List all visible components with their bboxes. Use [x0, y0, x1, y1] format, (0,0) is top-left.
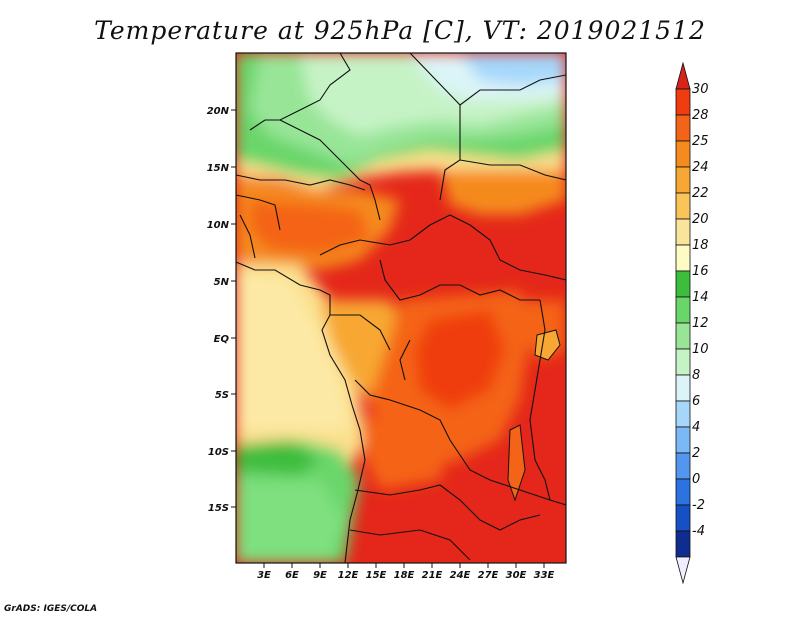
plot-frame — [235, 52, 567, 564]
colorbar-segment — [675, 452, 691, 480]
colorbar-label: 30 — [692, 82, 709, 97]
colorbar-label: 2 — [692, 446, 700, 461]
colorbar-label: 6 — [692, 394, 700, 409]
colorbar-label: 28 — [692, 108, 709, 123]
colorbar-label: 25 — [692, 134, 709, 149]
colorbar-segment — [675, 322, 691, 350]
y-tick-label: 20N — [207, 106, 230, 117]
x-tick-label: 3E — [257, 570, 271, 581]
colorbar-segment — [675, 114, 691, 142]
colorbar-label: 0 — [692, 472, 700, 487]
x-tick-label: 24E — [450, 570, 471, 581]
colorbar-label: 8 — [692, 368, 700, 383]
colorbar-segment — [675, 296, 691, 324]
colorbar — [675, 61, 691, 585]
colorbar-label: 24 — [692, 160, 709, 175]
colorbar-label: 14 — [692, 290, 709, 305]
colorbar-segment — [675, 504, 691, 532]
colorbar-segment — [675, 556, 691, 585]
colorbar-label: 4 — [692, 420, 700, 435]
y-tick-label: EQ — [214, 334, 230, 345]
colorbar-segment — [675, 478, 691, 506]
colorbar-label: 10 — [692, 342, 709, 357]
colorbar-labels: 30 28 25 24 22 20 18 16 14 12 10 8 6 4 2… — [692, 82, 709, 539]
x-tick-label: 15E — [366, 570, 387, 581]
colorbar-label: 20 — [692, 212, 709, 227]
x-tick-label: 27E — [478, 570, 499, 581]
country-borders — [236, 53, 566, 563]
colorbar-segment — [675, 166, 691, 194]
colorbar-segment — [675, 530, 691, 558]
colorbar-segment — [675, 374, 691, 402]
x-tick-label: 21E — [422, 570, 443, 581]
y-tick-label: 10S — [208, 447, 229, 458]
colorbar-label: 12 — [692, 316, 709, 331]
colorbar-label: -4 — [692, 524, 705, 539]
y-tick-label: 10N — [207, 220, 230, 231]
colorbar-segment — [675, 348, 691, 376]
x-tick-label: 30E — [506, 570, 527, 581]
x-tick-label: 6E — [285, 570, 299, 581]
x-tick-label: 33E — [534, 570, 555, 581]
x-tick-label: 18E — [394, 570, 415, 581]
colorbar-label: 16 — [692, 264, 709, 279]
colorbar-segment — [675, 426, 691, 454]
y-tick-label: 5N — [214, 277, 230, 288]
colorbar-segment — [675, 218, 691, 246]
colorbar-label: 22 — [692, 186, 709, 201]
colorbar-segment — [675, 244, 691, 272]
colorbar-segment — [675, 192, 691, 220]
colorbar-segment — [675, 140, 691, 168]
x-tick-label: 12E — [338, 570, 359, 581]
colorbar-segment — [675, 88, 691, 116]
credit-text: GrADS: IGES/COLA — [4, 604, 98, 614]
chart-title: Temperature at 925hPa [C], VT: 201902151… — [94, 16, 706, 45]
colorbar-label: 18 — [692, 238, 709, 253]
colorbar-segment — [675, 61, 691, 90]
colorbar-label: -2 — [692, 498, 705, 513]
y-tick-label: 15N — [207, 163, 230, 174]
y-tick-label: 5S — [215, 390, 229, 401]
x-tick-label: 9E — [313, 570, 327, 581]
temperature-field — [236, 53, 566, 563]
colorbar-segment — [675, 400, 691, 428]
y-tick-label: 15S — [208, 503, 229, 514]
colorbar-segment — [675, 270, 691, 298]
